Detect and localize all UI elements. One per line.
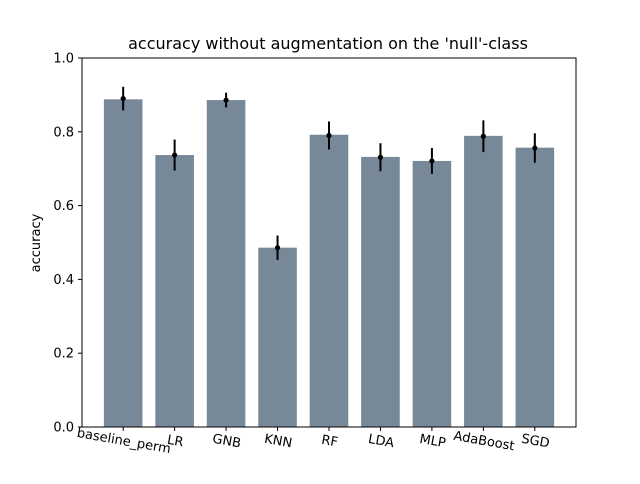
point-LR xyxy=(172,152,178,158)
bar-RF xyxy=(309,134,349,427)
x-tick-label-GNB: GNB xyxy=(211,432,242,452)
point-SGD xyxy=(532,145,538,151)
bar-LDA xyxy=(361,156,400,427)
bar-GNB xyxy=(206,100,246,427)
x-tick-label-MLP: MLP xyxy=(418,432,447,451)
x-tick-label-KNN: KNN xyxy=(263,432,293,452)
bar-LR xyxy=(155,155,194,427)
x-tick-label-baseline_perm: baseline_perm xyxy=(76,426,172,457)
y-axis-label: accuracy xyxy=(29,213,44,272)
point-baseline_perm xyxy=(120,95,126,102)
x-tick-label-AdaBoost: AdaBoost xyxy=(452,429,515,454)
y-tick-label-0.8: 0.8 xyxy=(53,125,74,140)
point-LDA xyxy=(377,154,384,160)
x-tick-label-RF: RF xyxy=(320,433,339,451)
errorbars-group xyxy=(120,86,538,260)
bar-baseline_perm xyxy=(103,99,143,427)
y-axis: 0.0 0.2 0.4 0.6 0.8 1.0 xyxy=(53,52,82,436)
point-RF xyxy=(326,132,332,139)
plot-frame xyxy=(81,57,577,428)
bar-SGD xyxy=(515,147,555,428)
bar-MLP xyxy=(412,160,452,428)
y-tick-label-0.2: 0.2 xyxy=(53,347,74,362)
y-tick-label-0.6: 0.6 xyxy=(53,199,74,214)
x-tick-label-LR: LR xyxy=(166,433,185,451)
point-MLP xyxy=(429,158,435,164)
y-tick-label-0.4: 0.4 xyxy=(53,273,74,288)
point-KNN xyxy=(274,245,281,251)
bars-group xyxy=(103,99,555,428)
point-GNB xyxy=(223,97,229,103)
y-tick-label-1.0: 1.0 xyxy=(53,52,74,67)
y-tick-label-0.0: 0.0 xyxy=(53,421,74,436)
x-tick-label-SGD: SGD xyxy=(520,432,551,452)
bar-AdaBoost xyxy=(464,135,503,427)
bar-KNN xyxy=(258,247,297,427)
x-tick-label-LDA: LDA xyxy=(367,432,395,451)
point-AdaBoost xyxy=(480,133,486,139)
chart-title: accuracy without augmentation on the 'nu… xyxy=(128,34,528,53)
